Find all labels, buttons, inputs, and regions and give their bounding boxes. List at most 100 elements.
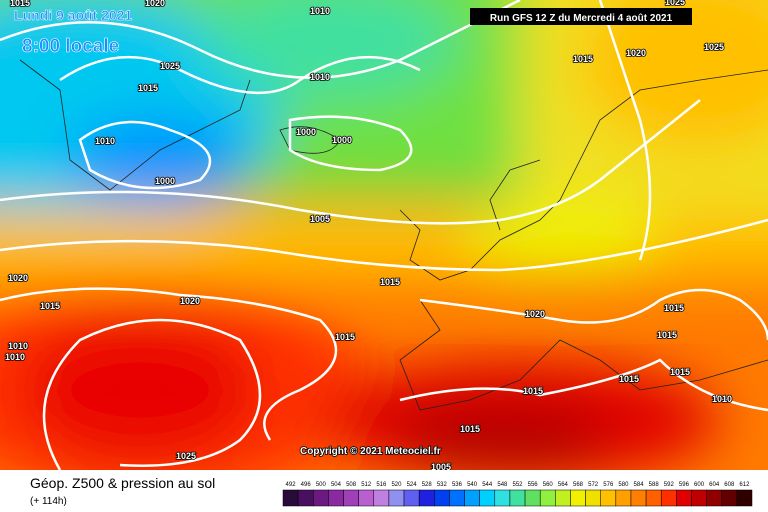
scale-swatch <box>434 489 450 507</box>
scale-label: 564 <box>558 482 569 488</box>
scale-label: 508 <box>346 482 357 488</box>
isobar-label: 1015 <box>40 301 60 311</box>
scale-label: 516 <box>376 482 387 488</box>
scale-label: 548 <box>497 482 508 488</box>
scale-swatch <box>328 489 344 507</box>
scale-label: 524 <box>407 482 418 488</box>
scale-label: 492 <box>286 482 297 488</box>
scale-swatch <box>615 489 632 507</box>
scale-swatch <box>313 489 329 507</box>
scale-swatch <box>449 489 465 507</box>
footer-lead: (+ 114h) <box>30 496 67 507</box>
scale-label: 604 <box>709 482 720 488</box>
scale-label: 500 <box>316 482 327 488</box>
scale-swatch <box>464 489 480 507</box>
isobar-label: 1015 <box>573 54 593 64</box>
scale-swatch <box>676 489 692 507</box>
scale-swatch <box>373 489 390 507</box>
scale-label: 504 <box>331 482 342 488</box>
footer-title: Géop. Z500 & pression au sol <box>30 475 215 491</box>
isobar-label: 1015 <box>670 367 690 377</box>
scale-swatch <box>494 489 511 507</box>
scale-swatch <box>358 489 375 507</box>
color-scale: 492 496 500 504 508 512 516 520 524 528 532 536 540 5… <box>282 482 753 507</box>
scale-label: 528 <box>422 482 433 488</box>
scale-swatch <box>570 489 586 507</box>
scale-swatch <box>509 489 526 507</box>
scale-label: 592 <box>664 482 675 488</box>
map-field <box>0 0 768 470</box>
scale-label: 612 <box>739 482 750 488</box>
isobar-label: 1020 <box>145 0 165 8</box>
scale-label: 588 <box>649 482 660 488</box>
scale-swatch <box>630 489 647 507</box>
isobar-label: 1000 <box>332 135 352 145</box>
run-info: Run GFS 12 Z du Mercredi 4 août 2021 <box>490 13 673 24</box>
isobar-label: 1015 <box>657 330 677 340</box>
scale-label: 584 <box>634 482 645 488</box>
scale-swatch <box>539 489 556 507</box>
isobar-label: 1015 <box>523 386 543 396</box>
isobar-label: 1010 <box>5 352 25 362</box>
isobar-label: 1020 <box>525 309 545 319</box>
scale-label: 540 <box>467 482 478 488</box>
scale-label: 552 <box>512 482 523 488</box>
isobar-label: 1015 <box>335 332 355 342</box>
isobar-label: 1015 <box>664 303 684 313</box>
scale-swatch <box>721 489 738 507</box>
scale-label: 556 <box>528 482 539 488</box>
scale-swatch <box>343 489 359 507</box>
isobar-label: 1010 <box>95 136 115 146</box>
scale-swatch <box>691 489 707 507</box>
isobar-label: 1010 <box>310 6 330 16</box>
isobar-label: 1015 <box>10 0 30 8</box>
scale-label: 512 <box>361 482 372 488</box>
isobar-label: 1010 <box>310 72 330 82</box>
isobar-label: 1000 <box>296 127 316 137</box>
isobar-label: 1020 <box>180 296 200 306</box>
isobar-label: 1015 <box>619 374 639 384</box>
scale-label: 596 <box>679 482 690 488</box>
isobar-label: 1025 <box>665 0 685 7</box>
copyright: Copyright © 2021 Meteociel.fr <box>300 446 441 457</box>
isobar-label: 1025 <box>704 42 724 52</box>
scale-swatch <box>479 489 496 507</box>
scale-label: 608 <box>724 482 735 488</box>
isobar-labels: 1015 102010101025101510101010100010001000… <box>4 0 733 473</box>
scale-swatch <box>282 489 299 507</box>
isobar-label: 1005 <box>431 462 451 472</box>
isobar-label: 1025 <box>176 451 196 461</box>
scale-swatch <box>555 489 571 507</box>
isobar-label: 1020 <box>8 273 28 283</box>
scale-label: 532 <box>437 482 448 488</box>
scale-label: 536 <box>452 482 463 488</box>
local-time: 8:00 locale <box>22 36 119 57</box>
scale-label: 520 <box>391 482 402 488</box>
scale-swatch <box>660 489 677 507</box>
scale-label: 544 <box>482 482 493 488</box>
scale-swatch <box>600 489 617 507</box>
scale-swatch <box>706 489 722 507</box>
isobar-label: 1020 <box>626 48 646 58</box>
scale-swatch <box>736 489 753 507</box>
valid-date: Lundi 9 août 2021 <box>14 7 132 23</box>
isobar-label: 1010 <box>8 341 28 351</box>
scale-label: 572 <box>588 482 599 488</box>
isobar-label: 1025 <box>160 61 180 71</box>
isobar-label: 1015 <box>138 83 158 93</box>
scale-swatch <box>585 489 601 507</box>
scale-label: 600 <box>694 482 705 488</box>
scale-label: 580 <box>618 482 629 488</box>
scale-swatch <box>418 489 435 507</box>
scale-label: 576 <box>603 482 614 488</box>
isobar-label: 1015 <box>460 424 480 434</box>
scale-swatch <box>297 489 314 507</box>
isobar-label: 1015 <box>380 277 400 287</box>
scale-swatch <box>403 489 420 507</box>
scale-swatch <box>645 489 662 507</box>
scale-label: 496 <box>301 482 312 488</box>
isobar-label: 1010 <box>712 394 732 404</box>
scale-label: 568 <box>573 482 584 488</box>
isobar-label: 1000 <box>155 176 175 186</box>
